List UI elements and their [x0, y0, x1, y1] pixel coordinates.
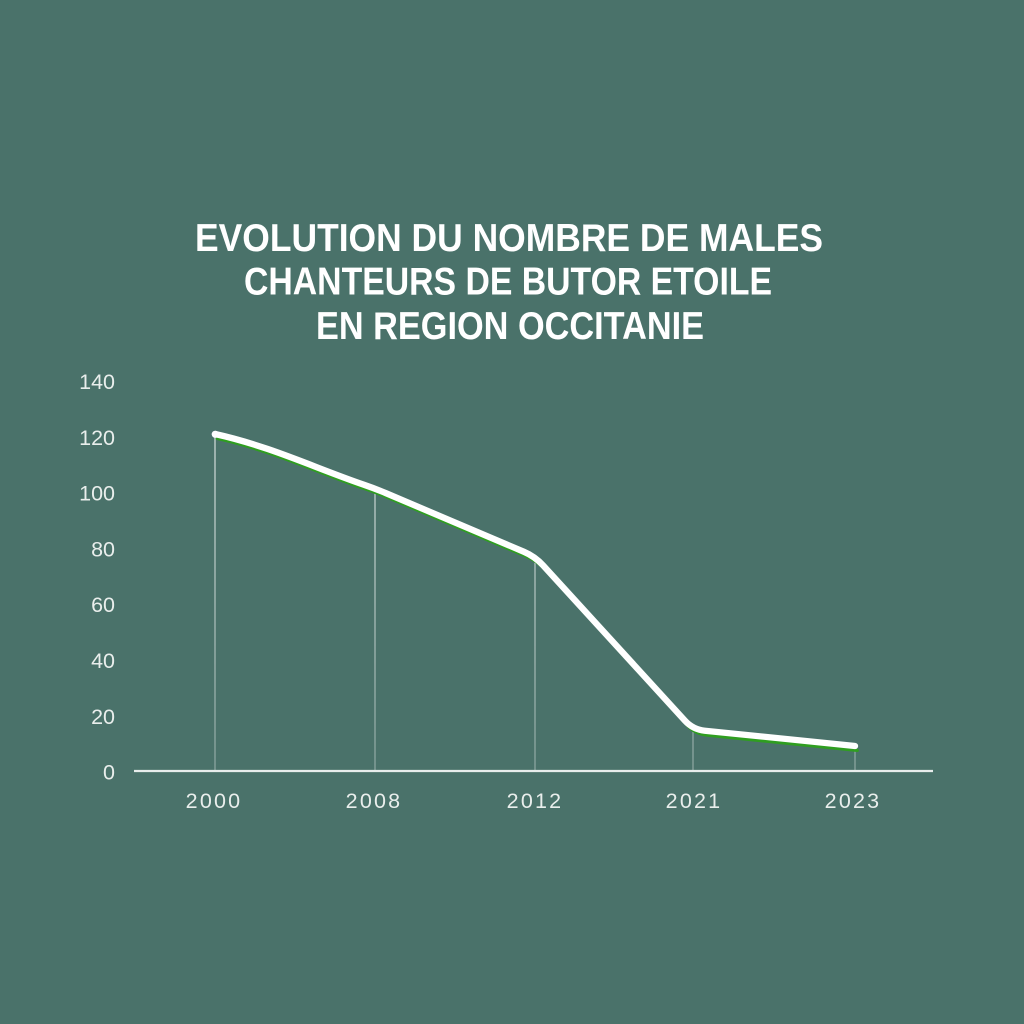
svg-text:2012: 2012 [507, 789, 564, 813]
svg-text:20: 20 [91, 705, 115, 729]
svg-text:EVOLUTION DU NOMBRE DE MALES: EVOLUTION DU NOMBRE DE MALES [195, 217, 823, 260]
svg-text:2021: 2021 [666, 789, 723, 813]
svg-text:2023: 2023 [825, 789, 882, 813]
svg-text:140: 140 [79, 370, 115, 394]
svg-text:40: 40 [91, 649, 115, 673]
svg-text:0: 0 [103, 761, 115, 785]
svg-text:EN REGION OCCITANIE: EN REGION OCCITANIE [316, 305, 704, 348]
svg-text:2008: 2008 [346, 789, 403, 813]
svg-text:CHANTEURS DE BUTOR ETOILE: CHANTEURS DE BUTOR ETOILE [244, 261, 772, 304]
svg-text:100: 100 [79, 482, 115, 506]
svg-text:120: 120 [79, 426, 115, 450]
svg-text:80: 80 [91, 537, 115, 561]
svg-text:2000: 2000 [186, 789, 243, 813]
svg-text:60: 60 [91, 593, 115, 617]
